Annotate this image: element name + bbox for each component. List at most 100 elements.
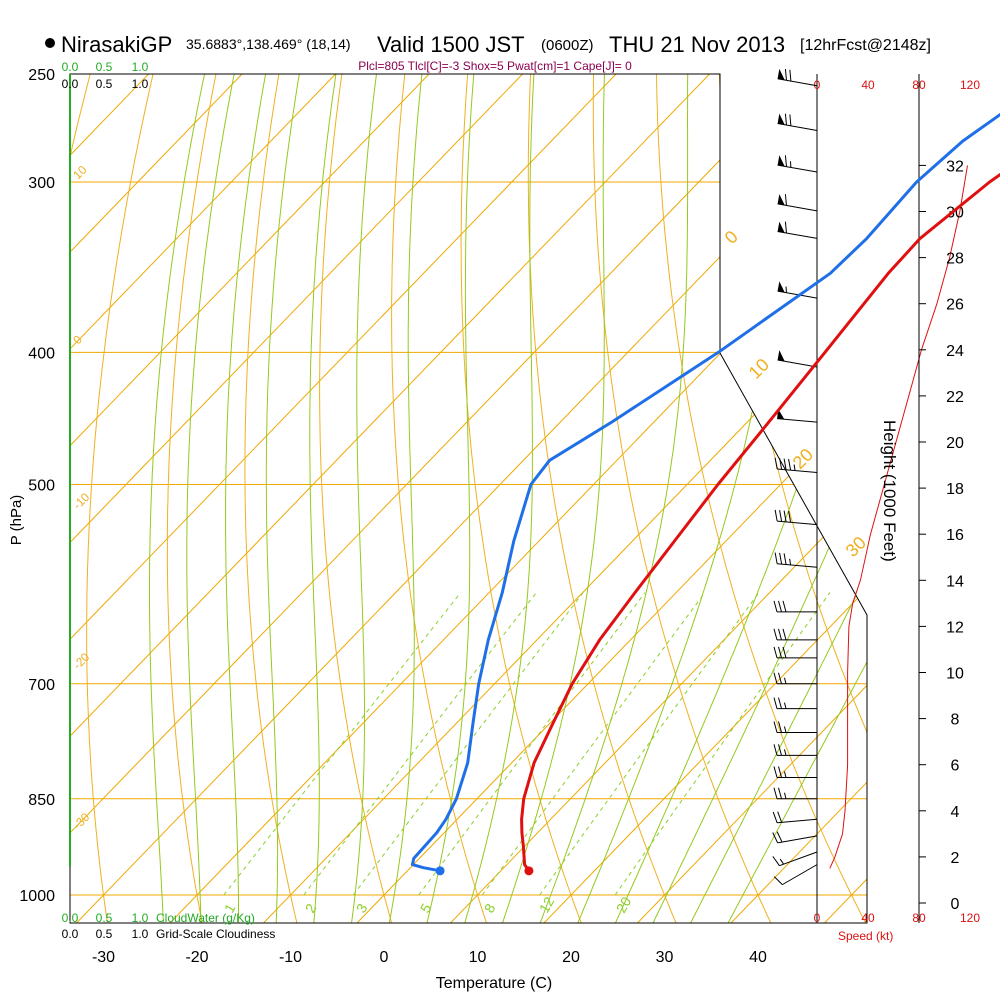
surface-temperature-marker xyxy=(524,866,534,876)
moist-adiabat xyxy=(499,74,607,923)
dry-adiabat xyxy=(460,74,585,923)
forecast-info: [12hrFcst@2148z] xyxy=(800,37,931,54)
wind-speed-profile xyxy=(829,165,968,869)
wind-barb-half-feather xyxy=(779,858,785,865)
isotherm xyxy=(630,74,867,923)
wind-barb xyxy=(774,552,818,568)
dewpoint-profile xyxy=(410,112,1000,873)
height-tick-label: 24 xyxy=(946,343,964,360)
wind-barb xyxy=(772,851,818,867)
wind-barb-feather xyxy=(778,672,782,684)
wind-barb-feather xyxy=(784,113,787,126)
moist-adiabat xyxy=(537,74,689,923)
wind-barb xyxy=(773,787,817,800)
wind-barb-feather xyxy=(778,600,782,613)
height-tick-label: 8 xyxy=(951,712,960,729)
station-coords: 35.6883°,138.469° (18,14) xyxy=(186,36,351,52)
wind-barb-staff xyxy=(777,123,818,131)
cloud-water-label: CloudWater (g/Kg) xyxy=(156,911,255,925)
y-axis-label: P (hPa) xyxy=(8,495,25,546)
temperature-tick-label: 30 xyxy=(656,949,674,966)
wind-barb-feather xyxy=(779,458,783,470)
wind-barb-staff xyxy=(777,835,818,844)
mixing-ratio-label: 2 xyxy=(302,901,320,916)
temperature-tick-label: -20 xyxy=(185,949,208,966)
cloudiness-tick-bottom: 0.5 xyxy=(96,927,113,941)
height-tick-label: 18 xyxy=(946,481,964,498)
wind-barb-pennant xyxy=(777,68,785,81)
mixing-ratio-line xyxy=(418,592,646,896)
wind-barb-feather xyxy=(773,787,778,799)
moist-adiabat xyxy=(462,74,538,923)
wind-barb-feather xyxy=(783,458,787,470)
pressure-tick-label: 400 xyxy=(28,345,55,362)
dry-adiabat xyxy=(964,25,1000,930)
pressure-tick-label: 300 xyxy=(28,175,55,192)
mixing-ratio-line xyxy=(223,592,462,896)
dry-adiabat xyxy=(592,74,775,923)
wind-barb-feather xyxy=(778,787,782,799)
dry-adiabat-label: 10 xyxy=(70,163,90,183)
wind-barb-feather xyxy=(778,646,782,658)
dry-adiabat-lines xyxy=(70,25,1000,930)
wind-barb xyxy=(777,408,818,423)
cloud-water-tick-top: 0.5 xyxy=(96,60,113,74)
wind-speed-tick-top: 0 xyxy=(814,78,821,92)
wind-barbs xyxy=(772,68,818,886)
wind-barb-half-feather xyxy=(784,702,787,709)
temperature-tick-label: -30 xyxy=(92,949,115,966)
wind-barb-staff xyxy=(777,78,818,87)
station-name: NirasakiGP xyxy=(61,32,172,57)
temperature-profile xyxy=(520,172,1000,872)
wind-barb-staff xyxy=(777,418,818,423)
temperature-ticks: -30 -20 -10 0 10 20 30 40 xyxy=(92,949,767,966)
wind-speed-tick-top: 40 xyxy=(861,78,875,92)
height-tick-label: 16 xyxy=(946,527,964,544)
wind-barb xyxy=(777,221,818,239)
isotherm xyxy=(70,74,571,923)
pressure-tick-label: 700 xyxy=(28,677,55,694)
pressure-ticks: 250 300 400 500 700 850 1000 xyxy=(19,67,55,905)
wind-barb xyxy=(772,811,818,824)
isotherm xyxy=(350,74,867,923)
mixing-ratio-line xyxy=(303,592,537,896)
wind-barb-feather xyxy=(784,194,787,206)
wind-barb-feather xyxy=(773,672,778,684)
height-tick-label: 32 xyxy=(946,158,964,175)
wind-barb-feather xyxy=(784,221,787,234)
dry-adiabat xyxy=(244,74,299,923)
isotherm xyxy=(537,74,867,923)
wind-barb-staff xyxy=(777,563,818,568)
cloud-water-tick-top: 1.0 xyxy=(132,60,149,74)
dry-adiabat-label: 0 xyxy=(721,227,742,248)
height-tick-label: 2 xyxy=(951,850,960,867)
mixing-ratio-label: 3 xyxy=(353,901,371,916)
wind-barb-half-feather xyxy=(793,464,796,471)
wind-barb-staff xyxy=(777,230,818,239)
plot-background xyxy=(70,25,1000,930)
mixing-ratio-lines xyxy=(223,592,831,896)
wind-barb-feather xyxy=(783,553,787,565)
height-tick-label: 10 xyxy=(946,666,964,683)
wind-barb-half-feather xyxy=(784,771,787,778)
wind-barb-feather xyxy=(773,721,778,733)
wind-barb xyxy=(777,350,818,368)
wind-barb xyxy=(773,864,818,886)
cloud-water-tick-top: 0.0 xyxy=(62,60,79,74)
isotherm xyxy=(70,74,291,923)
wind-barb-feather xyxy=(779,552,783,565)
wind-barb xyxy=(777,281,818,299)
wind-barb xyxy=(773,628,817,641)
wind-barb-feather xyxy=(789,114,792,126)
wind-barb-feather xyxy=(784,155,787,167)
wind-barb-feather xyxy=(782,600,787,613)
wind-barb xyxy=(773,600,817,613)
pressure-tick-label: 850 xyxy=(28,792,55,809)
surface-dewpoint-marker xyxy=(435,866,445,876)
header: NirasakiGP 35.6883°,138.469° (18,14) Val… xyxy=(45,32,931,73)
wind-barb xyxy=(773,672,817,685)
cloud-water-scale-top: 0.0 0.5 1.0 0.0 0.5 1.0 xyxy=(62,60,149,91)
